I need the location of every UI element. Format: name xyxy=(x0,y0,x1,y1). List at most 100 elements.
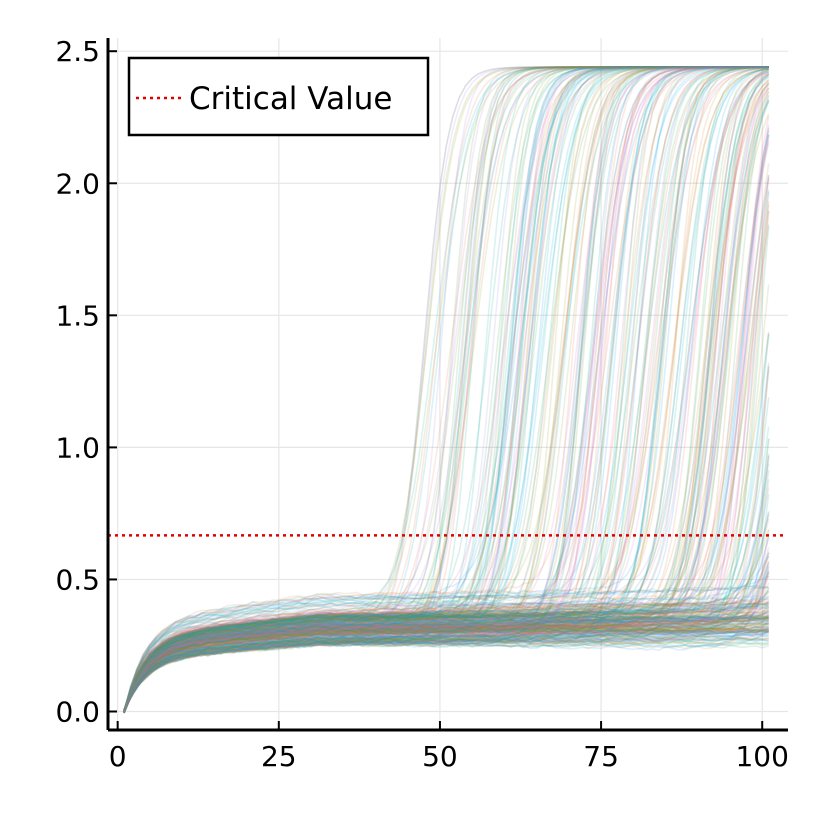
trajectory-line xyxy=(123,66,769,713)
trajectory-line xyxy=(123,66,769,712)
trajectory-line xyxy=(123,66,769,714)
trajectory-line xyxy=(123,75,770,711)
trajectory-line xyxy=(123,66,769,712)
trajectory-line xyxy=(123,66,769,714)
trajectory-line xyxy=(123,142,770,713)
trajectory-line xyxy=(123,66,769,711)
trajectory-line xyxy=(123,635,769,712)
trajectory-line xyxy=(123,636,769,713)
trajectory-line xyxy=(123,612,769,712)
trajectory-line xyxy=(123,603,769,711)
y-tick-label: 1.5 xyxy=(55,299,100,332)
trajectory-line xyxy=(123,66,769,714)
trajectory-line xyxy=(123,627,769,711)
trajectory-line xyxy=(123,71,770,712)
trajectory-line xyxy=(123,204,770,713)
trajectory-line xyxy=(123,575,770,711)
trajectory-line xyxy=(123,627,769,711)
trajectory-line xyxy=(123,636,769,713)
trajectory-line xyxy=(123,617,769,714)
trajectory-line xyxy=(123,607,769,712)
y-tick-label: 1.0 xyxy=(55,431,100,464)
trajectory-line xyxy=(123,72,770,711)
trajectory-line xyxy=(123,552,770,712)
trajectory-line xyxy=(123,75,770,713)
trajectory-line xyxy=(123,613,769,711)
axes xyxy=(106,38,788,732)
trajectory-line xyxy=(123,66,769,711)
trajectory-line xyxy=(123,71,769,712)
trajectory-line xyxy=(123,66,769,712)
trajectory-line xyxy=(123,66,769,713)
trajectory-line xyxy=(123,628,769,713)
y-tick-label: 0.0 xyxy=(55,696,100,729)
trajectory-line xyxy=(123,591,770,712)
trajectory-line xyxy=(123,601,769,713)
trajectory-line xyxy=(123,635,769,712)
trajectory-line xyxy=(123,66,769,712)
trajectory-line xyxy=(123,615,769,713)
trajectory-line xyxy=(123,66,769,713)
trajectory-line xyxy=(123,66,769,714)
trajectory-line xyxy=(123,547,770,712)
trajectory-line xyxy=(123,178,770,713)
trajectory-line xyxy=(123,66,769,711)
trajectory-line xyxy=(123,66,769,712)
trajectory-line xyxy=(123,66,769,711)
trajectory-line xyxy=(123,66,769,711)
trajectory-line xyxy=(123,66,769,713)
trajectory-line xyxy=(123,66,769,714)
trajectory-line xyxy=(123,621,769,712)
trajectory-line xyxy=(123,66,769,714)
trajectory-line xyxy=(123,560,770,713)
trajectory-line xyxy=(123,98,770,712)
trajectory-line xyxy=(123,66,769,714)
trajectory-line xyxy=(123,66,769,713)
trajectory-line xyxy=(123,613,770,712)
trajectory-line xyxy=(123,66,769,711)
trajectory-line xyxy=(123,426,770,712)
trajectory-line xyxy=(123,618,770,711)
trajectory-line xyxy=(123,116,770,712)
trajectory-line xyxy=(123,514,770,712)
trajectory-line xyxy=(123,66,769,711)
trajectory-line xyxy=(123,633,769,711)
trajectory-line xyxy=(123,67,769,713)
trajectory-line xyxy=(123,618,769,712)
trajectory-line xyxy=(123,74,770,713)
trajectory-line xyxy=(123,66,769,711)
trajectory-line xyxy=(123,66,769,712)
trajectory-line xyxy=(123,602,769,713)
trajectory-line xyxy=(123,66,769,713)
trajectory-line xyxy=(123,67,769,713)
trajectory-line xyxy=(123,397,770,711)
trajectory-line xyxy=(123,619,769,713)
grid xyxy=(108,38,788,730)
trajectory-line xyxy=(123,563,770,714)
trajectory-line xyxy=(123,66,769,711)
trajectory-line xyxy=(123,127,770,714)
trajectory-line xyxy=(123,68,769,714)
trajectory-line xyxy=(123,69,769,711)
trajectory-line xyxy=(123,66,769,712)
trajectory-line xyxy=(123,590,770,713)
trajectory-line xyxy=(123,606,769,712)
trajectory-line xyxy=(123,66,769,711)
trajectory-line xyxy=(123,333,770,712)
x-tick-label: 75 xyxy=(583,740,619,773)
trajectory-line xyxy=(123,78,770,711)
trajectory-line xyxy=(123,66,769,713)
trajectory-line xyxy=(123,66,769,712)
trajectory-line xyxy=(123,631,769,712)
trajectory-line xyxy=(123,617,769,712)
trajectory-line xyxy=(123,66,769,711)
trajectory-line xyxy=(123,636,769,713)
trajectory-line xyxy=(123,66,769,713)
trajectory-line xyxy=(123,66,769,713)
trajectory-line xyxy=(123,623,769,712)
trajectory-line xyxy=(123,616,769,714)
trajectory-line xyxy=(123,66,769,712)
trajectory-line xyxy=(123,487,770,712)
trajectory-line xyxy=(123,615,769,713)
trajectory-line xyxy=(123,619,769,711)
